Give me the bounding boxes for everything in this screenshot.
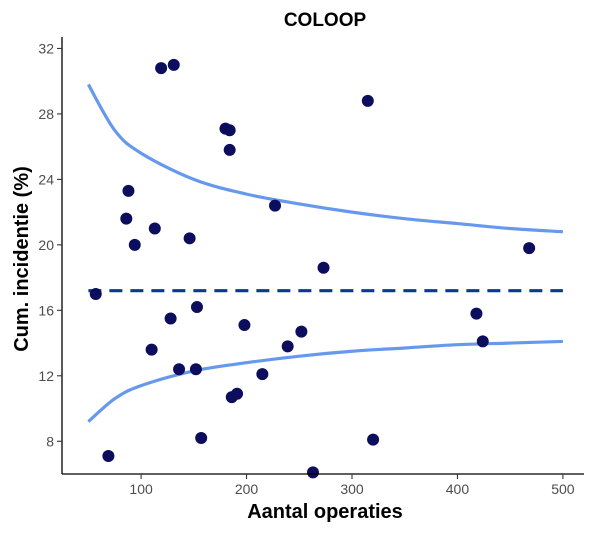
data-point [167, 58, 180, 71]
data-point [306, 466, 319, 479]
lower-control-limit [87, 339, 563, 423]
x-tick-label: 100 [129, 481, 153, 497]
x-tick-label: 400 [446, 481, 470, 497]
data-point [223, 124, 236, 137]
data-point [231, 387, 244, 400]
points-layer [89, 58, 536, 479]
y-tick-label: 32 [38, 40, 54, 56]
data-point [367, 433, 380, 446]
data-point [523, 242, 536, 255]
data-point [256, 368, 269, 381]
y-tick-label: 24 [38, 171, 54, 187]
data-point [164, 312, 177, 325]
y-tick-label: 12 [38, 368, 54, 384]
data-point [183, 232, 196, 245]
y-tick-label: 16 [38, 302, 54, 318]
data-point [195, 431, 208, 444]
data-point [190, 301, 203, 314]
axes-layer [61, 37, 584, 475]
y-axis-title: Cum. incidentie (%) [11, 166, 33, 352]
data-point [317, 261, 330, 274]
upper-control-limit [86, 83, 564, 234]
data-point [122, 184, 135, 197]
x-axis-title: Aantal operaties [247, 501, 403, 523]
x-tick-label: 200 [235, 481, 259, 497]
data-point [223, 143, 236, 156]
y-tick-label: 20 [38, 237, 54, 253]
ticks-layer: 100 200 300 400 500 8 12 16 20 24 28 32 [38, 40, 574, 497]
data-point [155, 62, 168, 75]
data-point [238, 319, 251, 332]
y-tick-label: 28 [38, 106, 54, 122]
data-point [148, 222, 161, 235]
y-tick-label: 8 [46, 433, 54, 449]
chart-title: COLOOP [284, 10, 367, 31]
x-tick-label: 300 [340, 481, 364, 497]
data-point [102, 449, 115, 462]
funnel-layer [86, 83, 564, 423]
data-point [295, 325, 308, 338]
data-point [145, 343, 158, 356]
data-point [476, 335, 489, 348]
data-point [269, 199, 282, 212]
data-point [470, 307, 483, 320]
data-point [89, 287, 102, 300]
data-point [173, 363, 186, 376]
data-point [189, 363, 202, 376]
data-point [281, 340, 294, 353]
data-point [361, 94, 374, 107]
data-point [120, 212, 133, 225]
data-point [128, 238, 141, 251]
x-tick-label: 500 [551, 481, 575, 497]
